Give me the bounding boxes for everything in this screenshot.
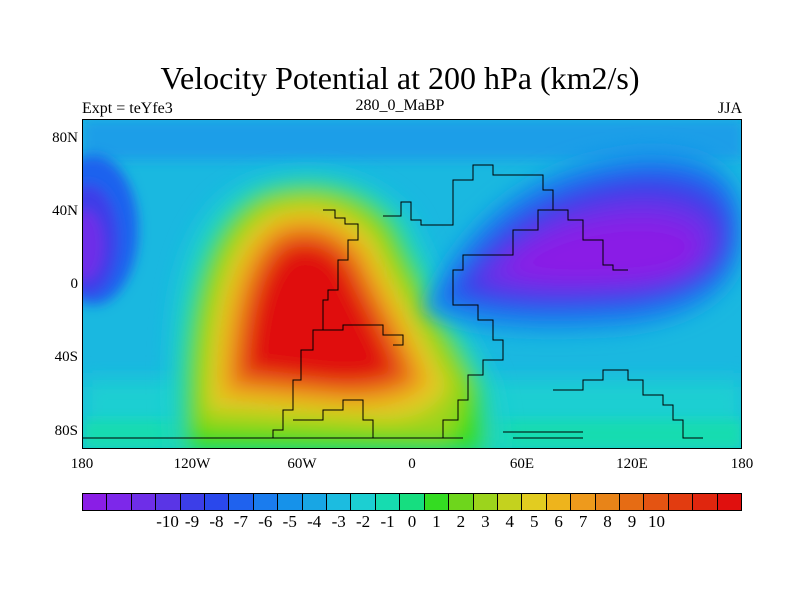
colorbar-label: 0	[407, 512, 417, 531]
colorbar-swatch	[302, 494, 328, 510]
colorbar-label: -8	[209, 512, 224, 531]
x-tick-180w: 180	[70, 456, 94, 472]
colorbar-label: 10	[647, 512, 665, 531]
colorbar-swatch	[83, 494, 108, 510]
colorbar-label: -7	[233, 512, 248, 531]
coastline-asia	[553, 209, 628, 271]
negative-anomaly-asia	[423, 149, 741, 333]
colorbar-label: 8	[603, 512, 612, 531]
x-tick-120w: 120W	[173, 456, 211, 472]
colorbar-swatch	[668, 494, 694, 510]
colorbar-label: -4	[307, 512, 322, 531]
y-tick-80s: 80S	[54, 423, 78, 439]
x-tick-180e: 180	[730, 456, 754, 472]
x-tick-0: 0	[408, 456, 416, 472]
coastline-southern-islands	[293, 399, 374, 438]
velocity-potential-map	[83, 120, 741, 448]
experiment-label: Expt = teYfe3	[82, 100, 173, 117]
x-tick-60w: 60W	[287, 456, 317, 472]
colorbar-swatch	[278, 494, 303, 510]
coastline-americas	[83, 209, 359, 439]
colorbar-swatch	[156, 494, 181, 510]
colorbar-label: 1	[432, 512, 441, 531]
colorbar-swatch	[424, 494, 450, 510]
colorbar-label: -3	[331, 512, 346, 531]
colorbar-swatch	[546, 494, 572, 510]
colorbar-label: 4	[505, 512, 515, 531]
x-tick-120e: 120E	[616, 456, 648, 472]
season-label: JJA	[717, 100, 742, 117]
colorbar-label: 2	[456, 512, 466, 531]
colorbar-swatch	[571, 494, 596, 510]
colorbar-swatch	[400, 494, 425, 510]
colorbar-swatch	[522, 494, 547, 510]
colorbar-swatch	[717, 494, 741, 510]
chart-title: Velocity Potential at 200 hPa (km2/s)	[160, 60, 640, 96]
colorbar-label: -9	[184, 512, 200, 531]
y-tick-40n: 40N	[52, 203, 78, 219]
y-tick-0: 0	[70, 276, 79, 292]
y-tick-80n: 80N	[52, 130, 78, 146]
colorbar-swatch	[449, 494, 474, 510]
colorbar-swatch	[107, 494, 132, 510]
colorbar-swatch	[351, 494, 376, 510]
colorbar-swatch	[229, 494, 254, 510]
coastline-australia	[553, 369, 703, 439]
coastline-africa	[435, 164, 554, 439]
colorbar-swatch	[180, 494, 206, 510]
colorbar-swatch	[644, 494, 669, 510]
negative-anomaly-pacific	[83, 155, 138, 305]
coastline-south-america-interior	[323, 324, 404, 346]
positive-anomaly	[169, 172, 503, 448]
colorbar-label: -1	[380, 512, 395, 531]
coastlines	[83, 164, 703, 439]
colorbar-label: -6	[258, 512, 273, 531]
colorbar-swatch	[327, 494, 352, 510]
colorbar-swatch	[205, 494, 230, 510]
colorbar-label: 7	[578, 512, 588, 531]
colorbar-label: 6	[554, 512, 563, 531]
coastline-antarctica	[83, 431, 583, 439]
x-tick-60e: 60E	[509, 456, 535, 472]
colorbar-swatch	[497, 494, 523, 510]
period-label: 280_0_MaBP	[355, 97, 445, 114]
colorbar-swatch	[693, 494, 718, 510]
colorbar-label: -10	[156, 512, 179, 531]
colorbar-swatch	[595, 494, 620, 510]
colorbar-label: -2	[356, 512, 371, 531]
colorbar-label: 5	[529, 512, 539, 531]
colorbar-swatch	[253, 494, 279, 510]
y-tick-40s: 40S	[54, 349, 78, 365]
colorbar-swatch	[473, 494, 498, 510]
colorbar-swatch	[375, 494, 401, 510]
colorbar-swatch	[619, 494, 645, 510]
colorbar-swatch	[131, 494, 157, 510]
colorbar	[82, 493, 742, 511]
colorbar-label: 9	[627, 512, 637, 531]
colorbar-label: -5	[282, 512, 297, 531]
map-plot-area	[82, 119, 742, 449]
colorbar-label: 3	[481, 512, 490, 531]
coastline-americas-north	[383, 201, 435, 226]
